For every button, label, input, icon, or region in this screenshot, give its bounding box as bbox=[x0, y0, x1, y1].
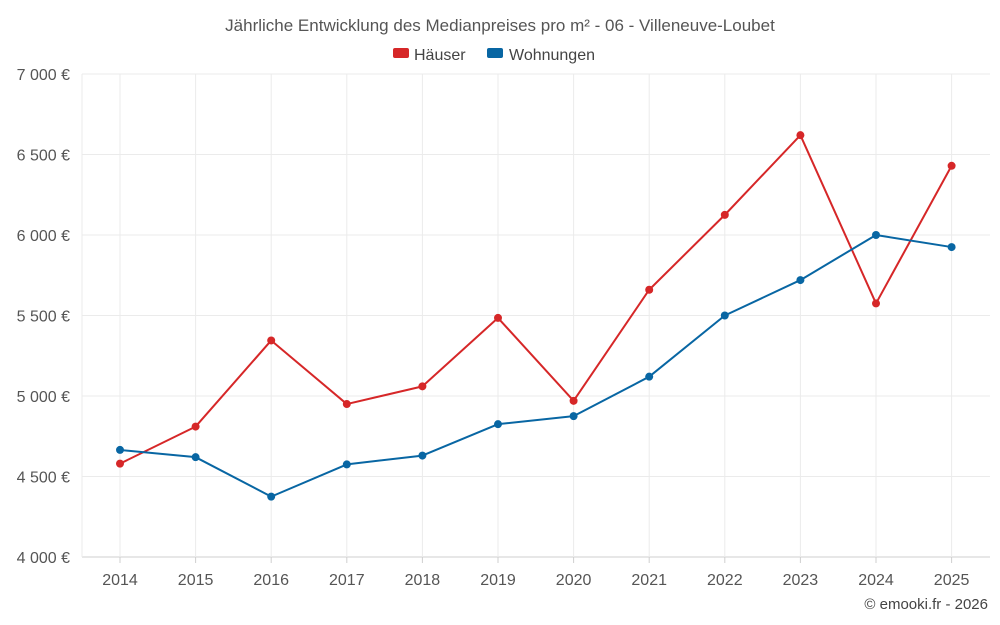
x-tick-label: 2019 bbox=[480, 572, 516, 589]
data-point-haeuser[interactable] bbox=[947, 161, 956, 170]
axes: 4 000 € 4 500 € 5 000 € 5 500 € 6 000 € 6 500… bbox=[17, 67, 970, 589]
series-line-wohnungen bbox=[119, 234, 952, 498]
chart-title: Jährliche Entwicklung des Medianpreises … bbox=[225, 16, 775, 35]
data-point-wohnungen[interactable] bbox=[645, 372, 654, 381]
x-tick-label: 2025 bbox=[934, 572, 970, 589]
y-tick-label: 4 500 € bbox=[17, 470, 70, 487]
legend-label-wohnungen[interactable]: Wohnungen bbox=[509, 47, 595, 64]
data-point-haeuser[interactable] bbox=[494, 313, 502, 322]
legend-label-haeuser[interactable]: Häuser bbox=[414, 47, 466, 64]
y-tick-label: 7 000 € bbox=[17, 67, 70, 84]
data-point-wohnungen[interactable] bbox=[494, 420, 502, 429]
legend-swatch-wohnungen[interactable] bbox=[487, 48, 503, 58]
data-point-haeuser[interactable] bbox=[796, 131, 805, 140]
data-point-haeuser[interactable] bbox=[116, 459, 124, 468]
data-point-wohnungen[interactable] bbox=[569, 412, 578, 421]
legend: Häuser Wohnungen bbox=[393, 47, 595, 64]
data-point-wohnungen[interactable] bbox=[872, 231, 880, 239]
y-tick-label: 6 500 € bbox=[17, 148, 70, 165]
data-point-haeuser[interactable] bbox=[342, 400, 351, 409]
data-point-wohnungen[interactable] bbox=[342, 460, 351, 469]
data-point-haeuser[interactable] bbox=[645, 285, 654, 294]
y-tick-label: 4 000 € bbox=[17, 550, 70, 567]
data-point-haeuser[interactable] bbox=[569, 396, 578, 405]
x-tick-label: 2020 bbox=[556, 572, 592, 589]
data-point-wohnungen[interactable] bbox=[796, 276, 805, 285]
x-tick-label: 2017 bbox=[329, 572, 365, 589]
data-point-wohnungen[interactable] bbox=[116, 445, 124, 454]
x-tick-label: 2023 bbox=[783, 572, 819, 589]
data-point-haeuser[interactable] bbox=[418, 382, 427, 391]
x-tick-label: 2018 bbox=[405, 572, 441, 589]
y-tick-label: 6 000 € bbox=[17, 228, 70, 245]
grid bbox=[82, 73, 990, 558]
x-tick-label: 2016 bbox=[253, 572, 289, 589]
data-point-wohnungen[interactable] bbox=[418, 451, 427, 460]
y-tick-label: 5 000 € bbox=[17, 389, 70, 406]
data-point-haeuser[interactable] bbox=[267, 336, 276, 345]
x-tick-label: 2021 bbox=[631, 572, 667, 589]
series-layer bbox=[116, 131, 956, 501]
data-point-haeuser[interactable] bbox=[872, 299, 880, 308]
data-point-wohnungen[interactable] bbox=[267, 492, 276, 501]
data-point-wohnungen[interactable] bbox=[947, 243, 956, 252]
data-point-wohnungen[interactable] bbox=[191, 453, 200, 462]
x-tick-label: 2024 bbox=[858, 572, 894, 589]
x-tick-label: 2014 bbox=[102, 572, 138, 589]
data-point-haeuser[interactable] bbox=[191, 422, 200, 431]
y-tick-label: 5 500 € bbox=[17, 309, 70, 326]
x-tick-label: 2022 bbox=[707, 572, 743, 589]
legend-swatch-haeuser[interactable] bbox=[393, 48, 409, 58]
x-tick-label: 2015 bbox=[178, 572, 214, 589]
data-point-wohnungen[interactable] bbox=[720, 311, 729, 320]
series-line-haeuser bbox=[119, 134, 953, 465]
data-point-haeuser[interactable] bbox=[720, 210, 729, 219]
credit-text: © emooki.fr - 2026 bbox=[864, 596, 988, 613]
